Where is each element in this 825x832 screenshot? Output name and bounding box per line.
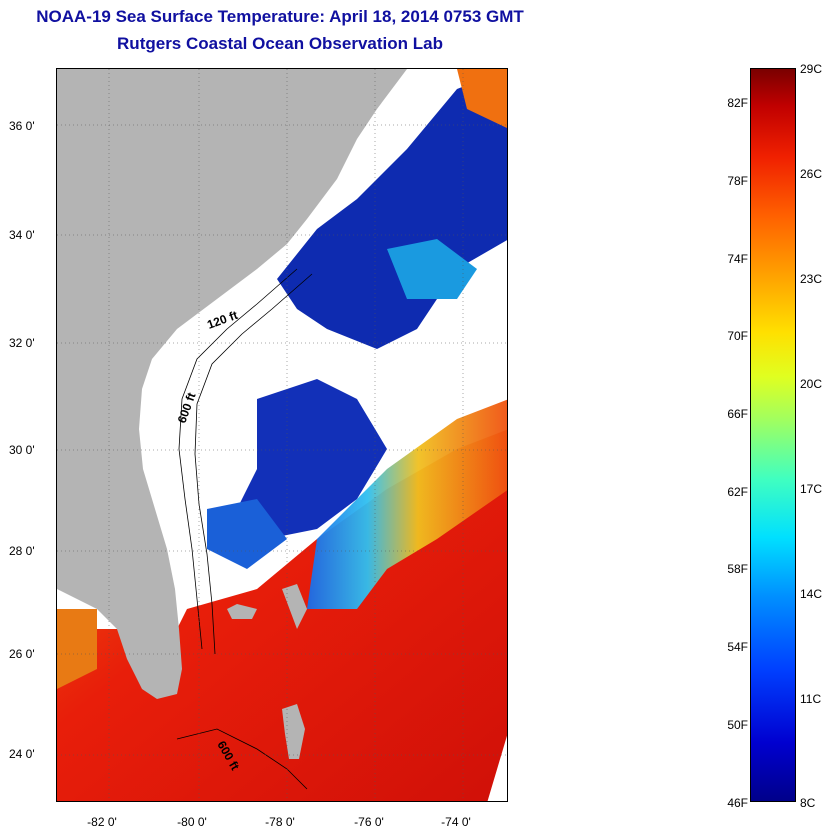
mid-patch: [387, 239, 477, 299]
contour-120ft: [178, 268, 298, 650]
gulf-warm-patch: [57, 609, 97, 689]
colorbar-c-11: 11C: [800, 692, 822, 706]
sst-map: 120 ft 600 ft 600 ft: [56, 68, 508, 802]
graticule: [57, 69, 507, 801]
colorbar-c-17: 17C: [800, 482, 823, 496]
colorbar-c-8: 8C: [800, 796, 816, 810]
land-southeast-us: [57, 69, 407, 699]
cold-patch-south: [207, 499, 287, 569]
island-abaco: [282, 584, 307, 629]
colorbar-f-82: 82F: [727, 96, 748, 110]
colorbar-c-23: 23C: [800, 272, 823, 286]
island-grand-bahama: [227, 604, 257, 619]
lon-label-76: -76 0': [354, 815, 384, 829]
lat-label-26: 26 0': [9, 647, 35, 661]
colorbar-f-70: 70F: [727, 329, 748, 343]
lat-label-24: 24 0': [9, 747, 35, 761]
temperature-colorbar: [750, 68, 796, 802]
lat-label-32: 32 0': [9, 336, 35, 350]
lat-label-28: 28 0': [9, 544, 35, 558]
island-andros: [282, 704, 305, 759]
lat-label-34: 34 0': [9, 228, 35, 242]
colorbar-f-46: 46F: [727, 796, 748, 810]
colorbar-f-62: 62F: [727, 485, 748, 499]
colorbar-c-26: 26C: [800, 167, 823, 181]
lon-label-74: -74 0': [441, 815, 471, 829]
colorbar-f-50: 50F: [727, 718, 748, 732]
colorbar-c-29: 29C: [800, 62, 823, 76]
map-subtitle: Rutgers Coastal Ocean Observation Lab: [117, 34, 443, 53]
contour-600ft: [194, 273, 313, 655]
colorbar-f-74: 74F: [727, 252, 748, 266]
colorbar-f-66: 66F: [727, 407, 748, 421]
cold-water-central: [237, 379, 387, 539]
sst-map-drawing: 120 ft 600 ft 600 ft: [57, 69, 507, 801]
lon-label-82: -82 0': [87, 815, 117, 829]
colorbar-f-58: 58F: [727, 562, 748, 576]
lat-label-36: 36 0': [9, 119, 35, 133]
lon-label-80: -80 0': [177, 815, 207, 829]
warm-patch-ne: [457, 69, 507, 129]
map-title: NOAA-19 Sea Surface Temperature: April 1…: [36, 7, 524, 26]
transition-zone: [307, 399, 507, 609]
colorbar-c-14: 14C: [800, 587, 823, 601]
colorbar-f-54: 54F: [727, 640, 748, 654]
contour-600ft-south: [176, 728, 308, 790]
lon-label-78: -78 0': [265, 815, 295, 829]
colorbar-f-78: 78F: [727, 174, 748, 188]
colorbar-c-20: 20C: [800, 377, 823, 391]
lat-label-30: 30 0': [9, 443, 35, 457]
